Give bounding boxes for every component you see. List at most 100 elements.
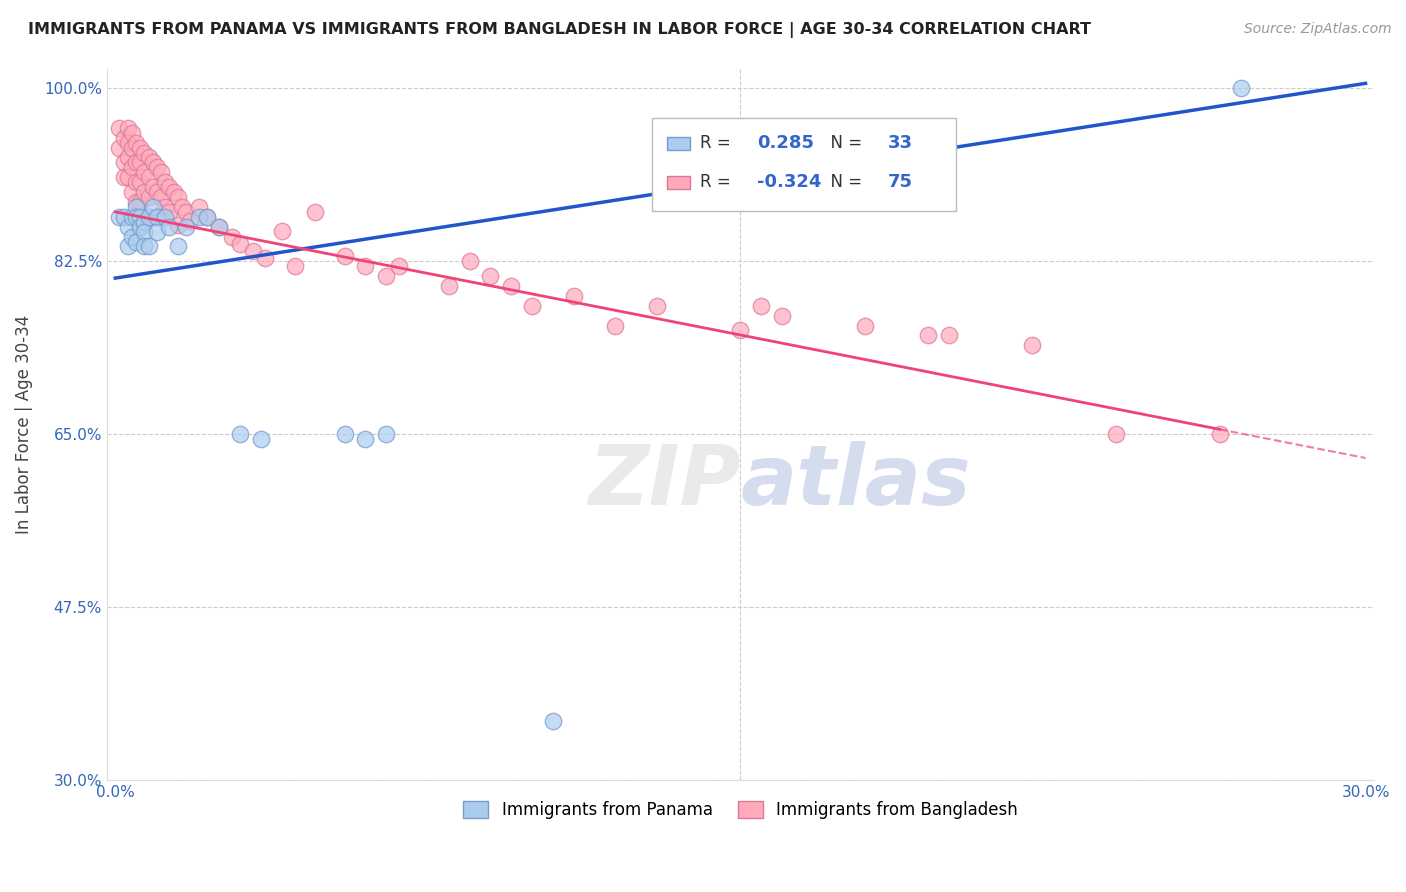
Point — [770, 309, 793, 323]
Point — [121, 185, 143, 199]
Text: R =: R = — [700, 173, 735, 192]
Point — [1021, 338, 1043, 352]
Point — [333, 427, 356, 442]
Point — [117, 170, 139, 185]
Point — [146, 161, 169, 175]
Point — [121, 126, 143, 140]
Text: N =: N = — [820, 173, 868, 192]
Legend: Immigrants from Panama, Immigrants from Bangladesh: Immigrants from Panama, Immigrants from … — [457, 794, 1025, 825]
Text: IMMIGRANTS FROM PANAMA VS IMMIGRANTS FROM BANGLADESH IN LABOR FORCE | AGE 30-34 : IMMIGRANTS FROM PANAMA VS IMMIGRANTS FRO… — [28, 22, 1091, 38]
Point — [304, 205, 326, 219]
Point — [112, 155, 135, 169]
Point — [138, 170, 160, 185]
Text: 75: 75 — [887, 173, 912, 192]
Point — [112, 210, 135, 224]
Point — [174, 219, 197, 234]
Point — [375, 269, 398, 284]
Point — [117, 136, 139, 150]
Point — [117, 239, 139, 253]
Point — [138, 239, 160, 253]
Point — [855, 318, 877, 333]
Point — [271, 224, 294, 238]
Point — [159, 180, 181, 194]
Point — [134, 239, 156, 253]
Point — [166, 239, 188, 253]
Point — [117, 151, 139, 165]
Y-axis label: In Labor Force | Age 30-34: In Labor Force | Age 30-34 — [15, 315, 32, 534]
Point — [150, 190, 173, 204]
Point — [1104, 427, 1126, 442]
Point — [254, 252, 277, 266]
Point — [242, 244, 264, 259]
Point — [134, 165, 156, 179]
Point — [129, 175, 152, 189]
Point — [250, 432, 273, 446]
Point — [501, 279, 523, 293]
Bar — [666, 176, 690, 189]
Point — [129, 140, 152, 154]
Point — [142, 155, 165, 169]
Point — [125, 194, 148, 209]
Point — [108, 120, 131, 135]
Point — [562, 289, 585, 303]
Text: atlas: atlas — [741, 441, 972, 522]
Point — [134, 185, 156, 199]
Point — [134, 215, 156, 229]
Point — [117, 219, 139, 234]
Point — [146, 210, 169, 224]
Point — [170, 200, 193, 214]
Point — [121, 229, 143, 244]
Point — [730, 322, 752, 336]
Point — [458, 254, 481, 268]
Point — [187, 210, 209, 224]
Point — [283, 259, 305, 273]
Point — [159, 219, 181, 234]
Point — [117, 120, 139, 135]
Point — [229, 427, 252, 442]
Point — [125, 210, 148, 224]
Point — [129, 219, 152, 234]
Point — [208, 219, 231, 234]
Point — [645, 299, 668, 313]
Point — [166, 218, 188, 232]
Point — [155, 210, 177, 224]
Point — [179, 213, 201, 227]
Point — [195, 210, 218, 224]
Point — [129, 210, 152, 224]
Point — [121, 161, 143, 175]
Point — [195, 210, 218, 224]
Point — [134, 225, 156, 239]
Point — [125, 155, 148, 169]
Point — [388, 259, 411, 273]
Point — [354, 259, 377, 273]
Point — [1229, 81, 1251, 95]
Point — [229, 237, 252, 252]
Text: ZIP: ZIP — [588, 441, 741, 522]
Point — [142, 200, 165, 214]
Point — [146, 225, 169, 239]
Point — [146, 210, 169, 224]
Point — [541, 714, 564, 728]
Point — [354, 432, 377, 446]
Point — [208, 219, 231, 234]
Point — [125, 235, 148, 249]
Bar — [652, 119, 956, 211]
Bar — [666, 136, 690, 150]
Point — [333, 249, 356, 263]
Point — [187, 200, 209, 214]
Text: N =: N = — [820, 135, 868, 153]
Text: 0.285: 0.285 — [756, 135, 814, 153]
Point — [125, 136, 148, 150]
Text: -0.324: -0.324 — [756, 173, 821, 192]
Point — [125, 200, 148, 214]
Text: Source: ZipAtlas.com: Source: ZipAtlas.com — [1244, 22, 1392, 37]
Point — [520, 299, 543, 313]
Point — [142, 180, 165, 194]
Point — [155, 175, 177, 189]
Text: 33: 33 — [887, 135, 912, 153]
Point — [163, 185, 186, 199]
Point — [108, 210, 131, 224]
Point — [150, 165, 173, 179]
Point — [138, 190, 160, 204]
Point — [125, 175, 148, 189]
